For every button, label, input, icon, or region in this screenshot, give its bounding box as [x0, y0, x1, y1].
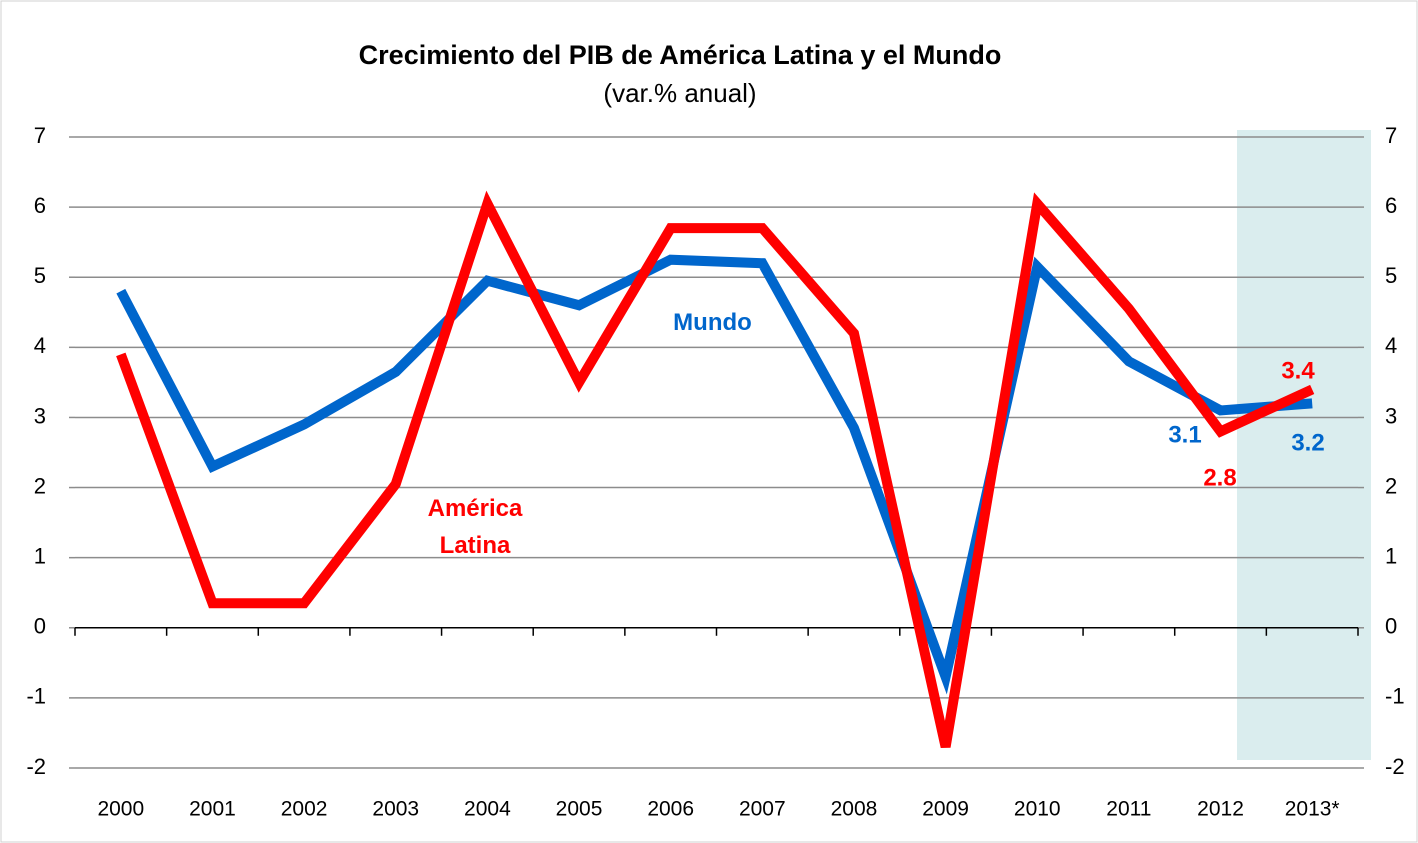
- forecast-shade: [1237, 130, 1371, 760]
- x-tick-label: 2004: [464, 798, 511, 821]
- x-tick-label: 2008: [831, 798, 878, 821]
- y2-tick-label: -1: [1385, 684, 1405, 709]
- y2-tick-label: 2: [1385, 473, 1397, 498]
- x-tick-label: 2011: [1106, 798, 1151, 821]
- data-label: 2.8: [1203, 464, 1236, 491]
- y2-tick-label: 6: [1385, 193, 1397, 218]
- y-tick-label: -2: [26, 754, 46, 779]
- series-label: Mundo: [673, 309, 752, 336]
- data-label: 3.1: [1168, 421, 1201, 448]
- x-tick-label: 2000: [97, 798, 144, 821]
- y2-tick-label: -2: [1385, 754, 1405, 779]
- y-tick-label: 7: [34, 123, 46, 148]
- y-tick-label: 5: [34, 263, 46, 288]
- y2-tick-label: 0: [1385, 614, 1397, 639]
- y-tick-label: 3: [34, 403, 46, 428]
- series-line: [116, 254, 1313, 695]
- y2-tick-label: 3: [1385, 403, 1397, 428]
- x-tick-label: 2006: [647, 798, 694, 821]
- data-label: 3.4: [1281, 357, 1315, 384]
- x-tick-label: 2005: [556, 798, 603, 821]
- series-label: América Latina: [427, 495, 523, 559]
- x-tick-label: 2002: [281, 798, 328, 821]
- series-line: [116, 190, 1315, 749]
- chart-title: Crecimiento del PIB de América Latina y …: [359, 40, 1002, 70]
- x-tick-label: 2001: [189, 798, 236, 821]
- y-tick-label: 0: [34, 614, 46, 639]
- data-label: 3.2: [1291, 429, 1324, 456]
- y-tick-label: 1: [34, 543, 46, 568]
- y2-tick-label: 4: [1385, 333, 1397, 358]
- y-tick-label: 2: [34, 473, 46, 498]
- x-tick-label: 2003: [372, 798, 419, 821]
- x-tick-label: 2013*: [1285, 798, 1340, 821]
- y-tick-label: -1: [26, 684, 46, 709]
- y-tick-label: 4: [34, 333, 46, 358]
- x-tick-label: 2007: [739, 798, 786, 821]
- y-tick-label: 6: [34, 193, 46, 218]
- y2-tick-label: 7: [1385, 123, 1397, 148]
- y2-tick-label: 1: [1385, 543, 1397, 568]
- y2-tick-label: 5: [1385, 263, 1397, 288]
- chart-subtitle: (var.% anual): [603, 78, 756, 108]
- x-tick-label: 2012: [1197, 798, 1244, 821]
- x-tick-label: 2009: [922, 798, 969, 821]
- x-tick-label: 2010: [1014, 798, 1061, 821]
